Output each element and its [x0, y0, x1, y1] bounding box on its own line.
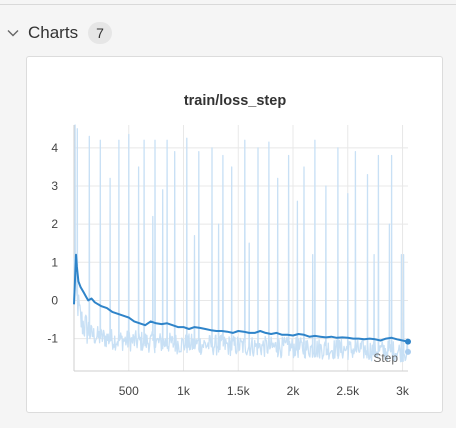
axes: [73, 125, 408, 372]
chart-title: train/loss_step: [184, 93, 286, 109]
raw-series-line: [73, 124, 409, 363]
tick-labels: -1 0 1 2 3 4 500 1k 1.5k 2k 2.5k 3k: [47, 141, 410, 398]
x-tick-label: 500: [119, 384, 139, 398]
chart-count-badge: 7: [88, 22, 113, 44]
grid-lines: [74, 125, 408, 371]
x-tick-label: 3k: [396, 384, 410, 398]
top-divider: [0, 4, 456, 5]
charts-section-header[interactable]: Charts 7: [0, 18, 456, 48]
y-tick-label: 0: [51, 293, 58, 307]
x-tick-label: 2.5k: [336, 384, 360, 398]
y-tick-label: -1: [47, 332, 58, 346]
y-tick-label: 1: [51, 255, 58, 269]
y-tick-label: 2: [51, 217, 58, 231]
section-title: Charts: [28, 23, 79, 42]
smoothed-last-point: [405, 338, 411, 345]
raw-series: [73, 124, 411, 363]
raw-last-point: [405, 348, 411, 355]
chart-panel[interactable]: train/loss_step -1 0 1 2 3 4 500 1k 1.5k 2k 2.5k 3k…: [26, 56, 443, 413]
smoothed-series-line: [73, 253, 409, 343]
y-tick-label: 3: [51, 179, 58, 193]
smoothed-series: [73, 253, 411, 345]
x-tick-label: 1.5k: [227, 384, 251, 398]
x-tick-label: 1k: [177, 384, 191, 398]
chart-svg[interactable]: train/loss_step -1 0 1 2 3 4 500 1k 1.5k 2k 2.5k 3k…: [27, 57, 442, 412]
x-axis-label: Step: [373, 351, 398, 365]
y-tick-label: 4: [51, 141, 58, 155]
chevron-down-icon[interactable]: [2, 22, 24, 44]
x-tick-label: 2k: [287, 384, 301, 398]
